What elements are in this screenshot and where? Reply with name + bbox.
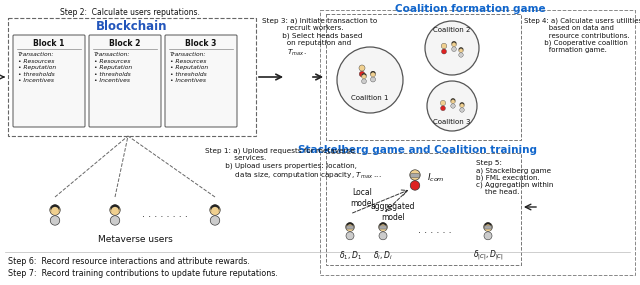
Text: Step 2:  Calculate users reputations.: Step 2: Calculate users reputations. (60, 8, 200, 17)
Ellipse shape (440, 106, 445, 111)
Ellipse shape (410, 181, 420, 190)
Circle shape (359, 65, 365, 71)
Circle shape (346, 222, 354, 230)
Text: Block 1: Block 1 (33, 38, 65, 48)
Text: $\delta_1, D_1$: $\delta_1, D_1$ (339, 249, 362, 262)
Circle shape (380, 222, 387, 230)
Bar (326, 153, 521, 265)
FancyBboxPatch shape (379, 226, 387, 229)
Text: Coalition formation game: Coalition formation game (395, 4, 545, 14)
Ellipse shape (359, 71, 365, 77)
Circle shape (484, 223, 492, 231)
Circle shape (451, 99, 455, 103)
Text: Transaction:
• Resources
• Reputation
• thresholds
• Incentives: Transaction: • Resources • Reputation • … (18, 52, 56, 84)
Text: Stackelberg game and Coalition training: Stackelberg game and Coalition training (298, 145, 538, 155)
Circle shape (347, 224, 353, 231)
Circle shape (50, 205, 60, 215)
Circle shape (51, 207, 59, 215)
Circle shape (410, 170, 420, 180)
Bar (8, 18, 256, 136)
Circle shape (362, 73, 366, 78)
Ellipse shape (346, 232, 354, 240)
Ellipse shape (442, 49, 447, 54)
FancyBboxPatch shape (484, 226, 492, 229)
Circle shape (452, 42, 456, 46)
Text: Blockchain: Blockchain (96, 21, 168, 34)
Ellipse shape (379, 232, 387, 240)
Ellipse shape (459, 53, 463, 57)
Text: · · · · · · · ·: · · · · · · · · (142, 212, 188, 222)
Circle shape (451, 41, 456, 46)
Circle shape (380, 224, 387, 231)
Circle shape (362, 73, 367, 79)
Circle shape (371, 72, 375, 76)
Ellipse shape (460, 108, 464, 112)
Circle shape (484, 224, 492, 231)
FancyBboxPatch shape (13, 35, 85, 127)
Circle shape (460, 102, 464, 107)
FancyBboxPatch shape (346, 226, 354, 229)
Text: Transaction:
• Resources
• Reputation
• thresholds
• Incentives: Transaction: • Resources • Reputation • … (94, 52, 132, 84)
Text: $\delta_{|C|}, D_{|C|}$: $\delta_{|C|}, D_{|C|}$ (473, 249, 503, 263)
Text: Coalition 1: Coalition 1 (351, 95, 388, 101)
Circle shape (451, 99, 456, 103)
Circle shape (337, 47, 403, 113)
Text: Step 5:
a) Stackelberg game
b) FML execution.
c) Aggregation within
    the head: Step 5: a) Stackelberg game b) FML execu… (476, 160, 554, 196)
Ellipse shape (110, 216, 120, 225)
Text: Block 3: Block 3 (186, 38, 217, 48)
Text: Block 2: Block 2 (109, 38, 141, 48)
Ellipse shape (211, 216, 220, 225)
Circle shape (440, 100, 445, 106)
Circle shape (459, 48, 463, 52)
Circle shape (458, 48, 463, 52)
Circle shape (111, 207, 119, 215)
Text: Coalition 3: Coalition 3 (433, 119, 471, 125)
Circle shape (111, 205, 120, 213)
Text: · · · · · ·: · · · · · · (418, 228, 452, 238)
Circle shape (371, 71, 375, 76)
Ellipse shape (362, 79, 366, 84)
FancyBboxPatch shape (411, 174, 419, 177)
Text: Step 3: a) Initiate transaction to
           recruit workers.
         b) Selec: Step 3: a) Initiate transaction to recru… (262, 18, 377, 58)
Ellipse shape (484, 232, 492, 240)
Circle shape (110, 205, 120, 215)
Circle shape (451, 98, 455, 103)
Circle shape (51, 205, 60, 213)
Text: Local
model: Local model (350, 188, 374, 208)
Circle shape (362, 74, 366, 78)
FancyBboxPatch shape (89, 35, 161, 127)
Bar (320, 10, 635, 275)
Ellipse shape (451, 104, 455, 108)
Text: $\delta_i, D_i$: $\delta_i, D_i$ (373, 249, 393, 262)
Text: aggregated
model: aggregated model (371, 202, 415, 222)
Text: Step 1: a) Upload requests for metaverse
             services.
         b) Uplo: Step 1: a) Upload requests for metaverse… (205, 148, 381, 181)
Circle shape (379, 223, 387, 231)
Circle shape (210, 205, 220, 215)
Ellipse shape (51, 216, 60, 225)
Text: Step 7:  Record training contributions to update future reputations.: Step 7: Record training contributions to… (8, 268, 278, 278)
Circle shape (441, 43, 447, 49)
FancyBboxPatch shape (165, 35, 237, 127)
Ellipse shape (371, 77, 376, 82)
Text: Metaverse users: Metaverse users (98, 235, 172, 245)
Circle shape (427, 81, 477, 131)
Circle shape (425, 21, 479, 75)
Circle shape (371, 71, 376, 77)
Circle shape (460, 103, 464, 107)
Text: Coalition 2: Coalition 2 (433, 27, 470, 33)
Circle shape (460, 103, 465, 107)
Text: $I_{com}$: $I_{com}$ (427, 172, 445, 184)
Text: Transaction:
• Resources
• Reputation
• thresholds
• Incentives: Transaction: • Resources • Reputation • … (170, 52, 208, 84)
Circle shape (211, 207, 219, 215)
Text: Step 6:  Record resource interactions and attribute rewards.: Step 6: Record resource interactions and… (8, 256, 250, 266)
Circle shape (459, 47, 463, 52)
Circle shape (346, 223, 355, 231)
Circle shape (484, 222, 492, 230)
Text: Step 4: a) Calculate users utilities
           based on data and
           res: Step 4: a) Calculate users utilities bas… (524, 18, 640, 53)
Bar (326, 14, 521, 140)
Circle shape (452, 41, 456, 46)
Circle shape (211, 205, 220, 213)
Ellipse shape (452, 47, 456, 52)
